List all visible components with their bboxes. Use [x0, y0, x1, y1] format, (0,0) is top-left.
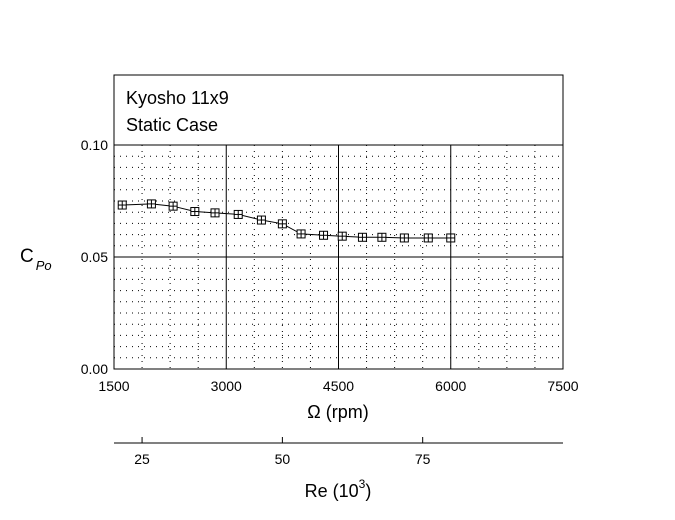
- y-tick-label: 0.00: [81, 361, 108, 377]
- y-tick-labels: 0.00 0.05 0.10: [81, 137, 108, 377]
- re-axis-label-end: ): [365, 481, 371, 501]
- data-point: [168, 201, 178, 211]
- x-axis-label: Ω (rpm): [307, 402, 368, 422]
- y-axis-label-subscript: Po: [36, 258, 52, 273]
- re-tick-label: 25: [134, 451, 150, 467]
- major-grid: [114, 145, 563, 369]
- re-tick-label: 75: [415, 451, 431, 467]
- x-tick-label: 3000: [211, 378, 242, 394]
- data-point: [146, 199, 156, 209]
- data-point: [377, 232, 387, 242]
- series-polyline: [122, 203, 451, 239]
- data-point: [277, 219, 287, 229]
- chart-title-line-1: Kyosho 11x9: [126, 88, 229, 108]
- y-tick-label: 0.10: [81, 137, 108, 153]
- data-point: [446, 233, 456, 243]
- re-tick-label: 50: [275, 451, 291, 467]
- x-tick-labels: 1500 3000 4500 6000 7500: [98, 378, 578, 394]
- re-axis-label: Re (103): [305, 477, 372, 501]
- data-point: [256, 215, 266, 225]
- re-axis-label-superscript: 3: [359, 477, 366, 491]
- minor-grid: [114, 145, 563, 369]
- data-point: [296, 229, 306, 239]
- y-axis-label-main: C: [20, 246, 34, 267]
- x-tick-label: 4500: [323, 378, 354, 394]
- x-tick-label: 7500: [547, 378, 578, 394]
- x-tick-label: 1500: [98, 378, 129, 394]
- data-point: [319, 230, 329, 240]
- x-tick-label: 6000: [435, 378, 466, 394]
- data-point: [337, 231, 347, 241]
- chart-title-line-2: Static Case: [126, 115, 218, 135]
- y-tick-label: 0.05: [81, 249, 108, 265]
- series-line: [122, 203, 451, 239]
- re-axis-ticks: 25 50 75: [134, 437, 431, 467]
- re-axis-label-main: Re (10: [305, 481, 359, 501]
- series-markers: [117, 199, 456, 243]
- data-point: [117, 200, 127, 210]
- data-point: [399, 233, 409, 243]
- data-point: [423, 233, 433, 243]
- data-point: [233, 209, 243, 219]
- data-point: [190, 207, 200, 217]
- plot-frame: [113, 74, 564, 370]
- data-point: [210, 208, 220, 218]
- y-axis-label: C Po: [20, 246, 52, 273]
- data-point: [357, 232, 367, 242]
